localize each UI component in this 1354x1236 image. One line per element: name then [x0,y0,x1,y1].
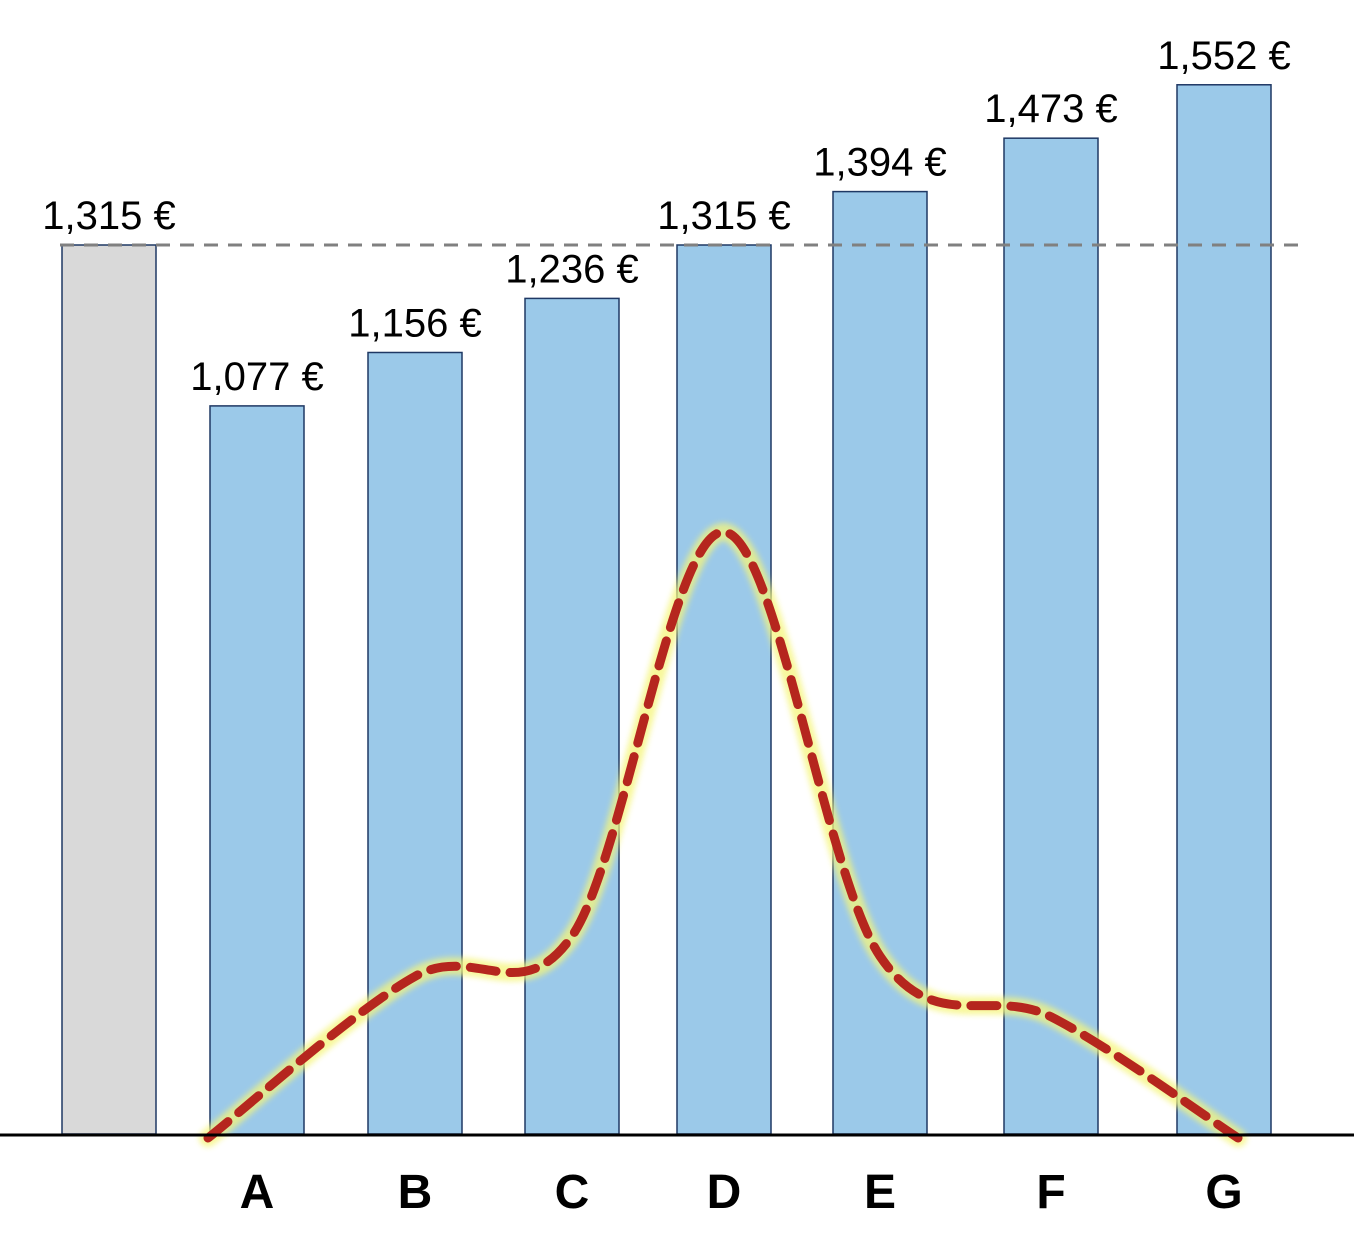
category-label-b: B [398,1166,433,1219]
bars-layer [61,84,1272,1135]
category-label-d: D [707,1166,742,1219]
value-label-a: 1,077 € [190,355,323,399]
value-label-c: 1,236 € [505,247,638,291]
value-labels-layer: 1,315 € 1,077 € 1,156 € 1,236 € 1,315 € 1,394… [42,34,1290,399]
bar-e [832,190,928,1135]
overlay-curve [203,527,1243,1143]
bar-b [367,351,463,1135]
bar-f [1003,137,1099,1135]
value-label-d: 1,315 € [657,194,790,238]
category-label-g: G [1205,1166,1242,1219]
category-label-e: E [864,1166,896,1219]
bar-g [1176,84,1272,1135]
category-labels-layer: A B C D E F G [240,1166,1243,1219]
bar-baseline [61,244,157,1135]
category-label-f: F [1036,1166,1065,1219]
value-label-baseline: 1,315 € [42,194,175,238]
bar-d [676,244,772,1135]
overlay-curve-layer [199,523,1247,1147]
value-label-f: 1,473 € [984,87,1117,131]
category-label-a: A [240,1166,275,1219]
bar-a [209,405,305,1135]
value-label-g: 1,552 € [1157,34,1290,78]
bar-c [524,297,620,1135]
value-label-e: 1,394 € [813,141,946,185]
value-label-b: 1,156 € [348,301,481,345]
category-label-c: C [555,1166,590,1219]
